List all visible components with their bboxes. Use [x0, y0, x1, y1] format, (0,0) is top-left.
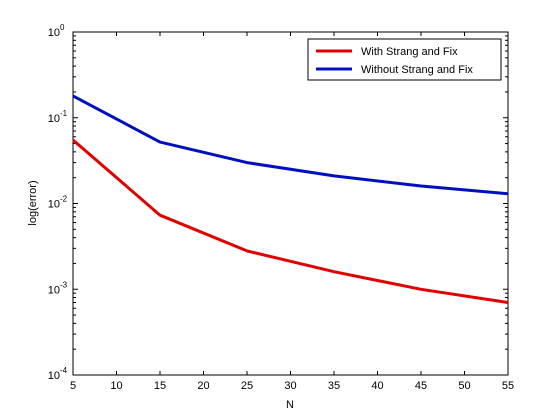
x-tick-label: 25 — [241, 380, 253, 392]
series-line-without-strang-and-fix — [72, 94, 509, 196]
x-tick-label: 10 — [110, 380, 122, 392]
y-axis-label: log(error) — [27, 180, 39, 225]
plot-area — [72, 31, 509, 376]
y-tick-label: 10 — [48, 199, 60, 211]
legend-label-without-strang-and-fix: Without Strang and Fix — [361, 64, 473, 76]
y-tick-exponent: -2 — [60, 195, 68, 204]
y-tick-label: 10 — [48, 27, 60, 39]
series-line-with-strang-and-fix — [72, 138, 509, 304]
legend: With Strang and Fix Without Strang and F… — [307, 38, 502, 81]
y-tick-exponent: -3 — [60, 280, 68, 289]
x-tick-label: 30 — [284, 380, 296, 392]
y-tick-label: 10 — [48, 284, 60, 296]
y-tick-label: 10 — [48, 113, 60, 125]
legend-box — [307, 38, 502, 81]
legend-label-with-strang-and-fix: With Strang and Fix — [361, 46, 458, 58]
x-tick-label: 5 — [70, 380, 76, 392]
x-tick-label: 15 — [154, 380, 166, 392]
series-lines — [72, 94, 509, 304]
y-tick-exponent: -4 — [60, 366, 68, 375]
y-tick-label: 10 — [48, 370, 60, 382]
x-axis-label: N — [286, 399, 294, 411]
y-tick-exponent: 0 — [60, 23, 65, 32]
x-tick-label: 40 — [371, 380, 383, 392]
x-tick-label: 50 — [458, 380, 470, 392]
x-tick-label: 35 — [328, 380, 340, 392]
x-tick-label: 20 — [197, 380, 209, 392]
y-tick-exponent: -1 — [60, 109, 68, 118]
x-tick-label: 45 — [415, 380, 427, 392]
x-tick-label: 55 — [502, 380, 514, 392]
